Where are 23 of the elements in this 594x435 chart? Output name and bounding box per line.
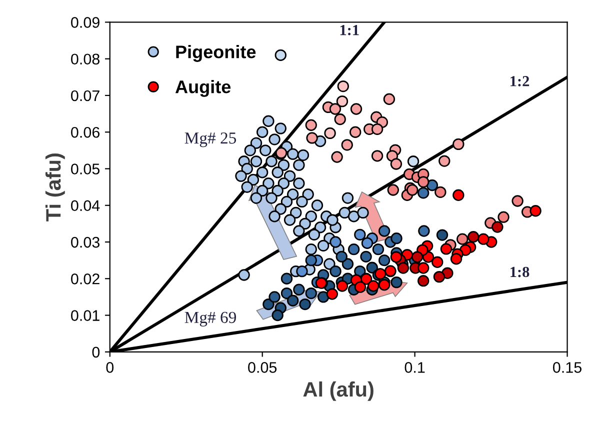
annotation: Mg# 25 xyxy=(184,132,236,148)
series-label: 1:1 xyxy=(340,24,359,36)
legend-label: Pigeonite xyxy=(176,45,256,62)
x-tick-label: 0.15 xyxy=(553,362,582,373)
series-label: 1:8 xyxy=(510,266,530,278)
legend-label: Augite xyxy=(175,80,231,97)
y-tick-label: 0.07 xyxy=(71,90,100,102)
series-label: 1:2 xyxy=(510,76,530,86)
y-tick-label: 0.09 xyxy=(71,17,100,28)
y-tick-label: 0 xyxy=(92,346,100,358)
annotation: Mg# 69 xyxy=(184,312,236,326)
y-tick-label: 0.08 xyxy=(71,54,100,65)
y-tick-label: 0.01 xyxy=(71,310,100,321)
x-axis-title: Al (afu) xyxy=(303,381,374,401)
x-tick-label: 0.1 xyxy=(404,362,425,373)
x-tick-label: 0.05 xyxy=(248,362,277,373)
y-axis-title: Ti (afu) xyxy=(45,154,65,222)
y-tick-label: 0.05 xyxy=(71,164,100,174)
y-tick-label: 0.03 xyxy=(71,236,100,248)
x-tick-label: 0 xyxy=(106,362,114,373)
y-tick-label: 0.06 xyxy=(71,126,100,138)
y-tick-label: 0.04 xyxy=(71,200,100,212)
y-tick-label: 0.02 xyxy=(71,274,100,284)
